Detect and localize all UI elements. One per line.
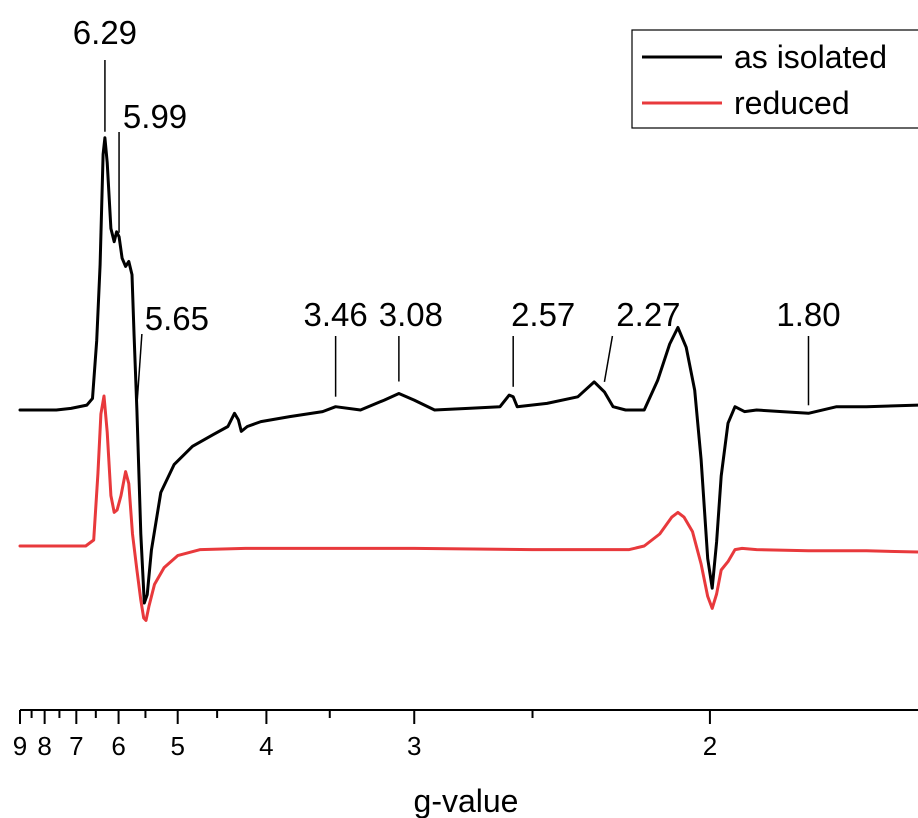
- x-tick-label: 2: [703, 731, 717, 761]
- annotation-label: 5.65: [145, 300, 209, 337]
- annotation-label: 1.80: [776, 296, 840, 333]
- annotation-label: 3.46: [304, 296, 368, 333]
- x-tick-label: 4: [259, 731, 273, 761]
- x-tick-label: 6: [111, 731, 125, 761]
- annotation-label: 5.99: [123, 98, 187, 135]
- x-tick-label: 9: [13, 731, 27, 761]
- annotation-leader-2: [136, 333, 143, 407]
- annotation-label: 3.08: [379, 296, 443, 333]
- x-tick-label: 5: [170, 731, 184, 761]
- x-tick-label: 8: [37, 731, 51, 761]
- x-axis-title: g-value: [414, 783, 519, 818]
- series-line-0: [18, 136, 918, 605]
- legend: as isolated reduced: [631, 29, 918, 129]
- peak-annotation-layer: 6.29 5.99 5.65 3.46 3.08 2.57 2.27 1.80: [73, 14, 841, 407]
- legend-label-0: as isolated: [734, 39, 887, 75]
- annotation-leader-6: [603, 335, 614, 382]
- x-tick-label: 3: [407, 731, 421, 761]
- annotation-label: 6.29: [73, 14, 137, 51]
- series-line-1: [18, 394, 918, 622]
- x-tick-label: 7: [69, 731, 83, 761]
- legend-box: [631, 29, 918, 129]
- plot-series-layer: [18, 136, 918, 622]
- annotation-label: 2.57: [511, 296, 575, 333]
- annotation-label: 2.27: [616, 296, 680, 333]
- legend-label-1: reduced: [734, 85, 850, 121]
